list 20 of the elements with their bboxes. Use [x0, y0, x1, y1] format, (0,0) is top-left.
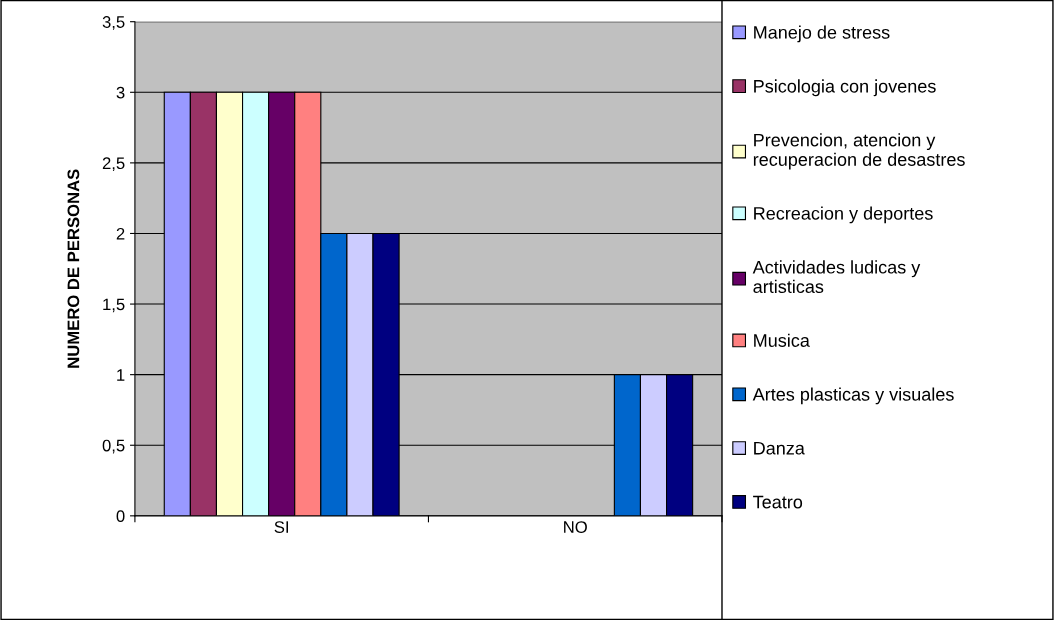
x-tick-label: SI	[274, 521, 289, 533]
legend-label: Teatro	[753, 495, 803, 509]
y-tick-label: 0,5	[102, 439, 125, 454]
y-tick-label: 1	[117, 369, 125, 381]
legend-label: Manejo de stress	[754, 25, 890, 43]
legend-label: Prevencion, atencion y recuperacion de desastres	[753, 133, 965, 170]
y-tick-label: 2,5	[102, 157, 125, 172]
y-tick-label: 3,5	[102, 16, 125, 30]
legend-label: Psicologia con jovenes	[754, 79, 936, 97]
legend-label: Artes plasticas y visuales	[752, 387, 954, 405]
y-tick-label: 2	[116, 227, 125, 240]
x-tick-label: NO	[564, 521, 587, 533]
y-tick-label: 0	[116, 510, 125, 523]
legend-label: Musica	[754, 333, 810, 347]
y-axis-title: NUMERO DE PERSONAS	[67, 169, 80, 368]
y-tick-label: 3	[116, 86, 125, 99]
legend-label: Actividades ludicas y artisticas	[752, 260, 921, 294]
legend-label: Recreacion y deportes	[754, 206, 933, 224]
legend-label: Danza	[754, 442, 805, 455]
y-tick-label: 1,5	[103, 298, 125, 313]
